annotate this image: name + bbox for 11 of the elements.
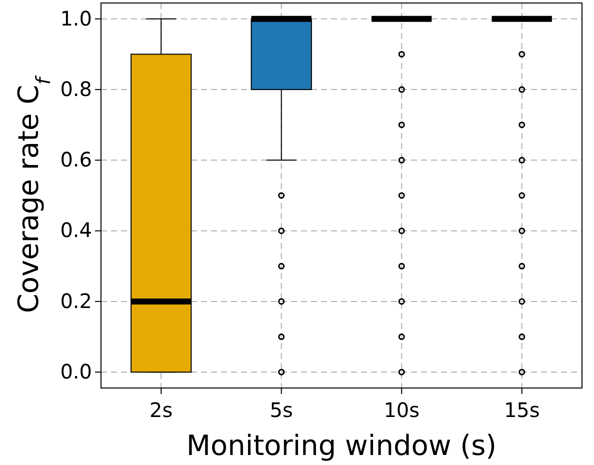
y-tick-label: 1.0 xyxy=(60,6,92,30)
y-tick-label: 0.6 xyxy=(60,148,92,172)
y-tick-label: 0.0 xyxy=(60,360,92,384)
y-tick-label: 0.2 xyxy=(60,288,92,313)
x-axis-title: Monitoring window (s) xyxy=(186,429,497,462)
y-tick-label: 0.8 xyxy=(60,76,92,101)
y-tick-label: 0.4 xyxy=(60,218,92,242)
x-tick-label: 2s xyxy=(150,398,173,422)
x-tick-label: 15s xyxy=(504,398,540,422)
x-tick-label: 5s xyxy=(270,398,293,422)
x-tick-label: 10s xyxy=(384,398,420,422)
